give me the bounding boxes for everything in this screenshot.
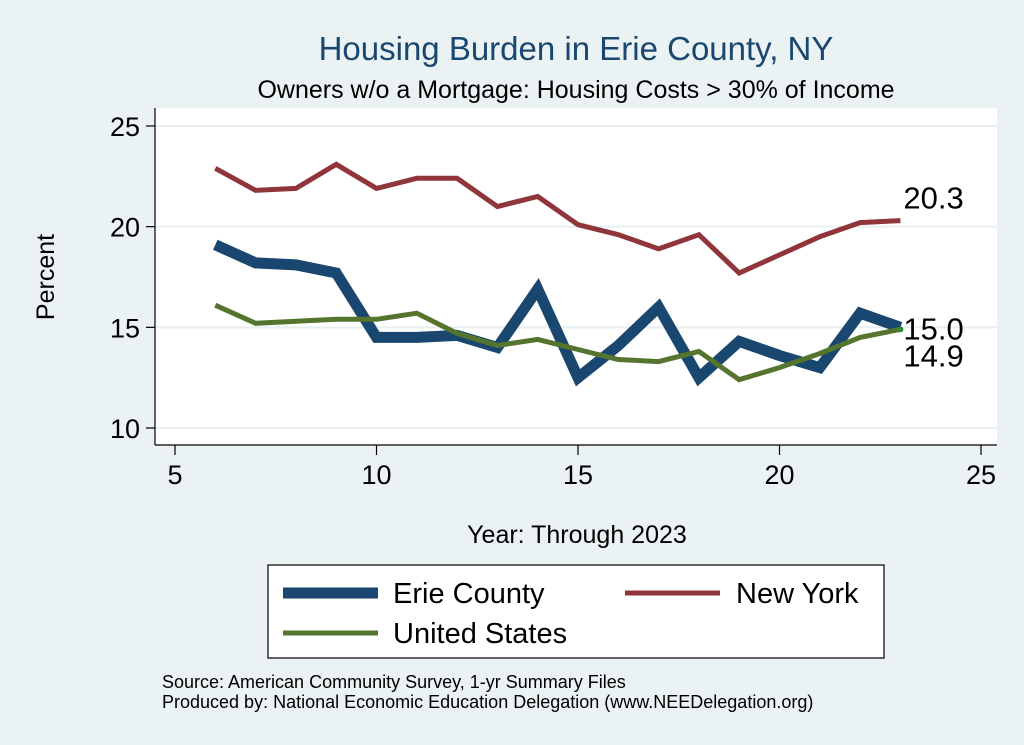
- y-tick-label: 25: [110, 112, 140, 142]
- y-tick-label: 15: [110, 313, 140, 343]
- chart-subtitle: Owners w/o a Mortgage: Housing Costs > 3…: [257, 76, 894, 104]
- x-tick-label: 20: [764, 460, 794, 490]
- end-label-erie-county: 15.0: [903, 311, 963, 346]
- end-label-united-states: 14.9: [903, 338, 963, 373]
- x-tick-label: 25: [966, 460, 996, 490]
- source-note: Source: American Community Survey, 1-yr …: [162, 672, 626, 692]
- y-tick-label: 10: [110, 414, 140, 444]
- y-tick-label: 20: [110, 213, 140, 243]
- series-line-united-states: [214, 302, 901, 383]
- series-line-new-york: [214, 161, 901, 276]
- legend-label-new-york: New York: [736, 578, 859, 610]
- x-tick-label: 15: [563, 460, 593, 490]
- y-axis-label: Percent: [32, 234, 60, 320]
- end-label-new-york: 20.3: [903, 181, 963, 216]
- series-line-erie-county: [213, 239, 903, 387]
- x-tick-label: 5: [167, 460, 182, 490]
- legend-label-united-states: United States: [393, 618, 567, 650]
- x-axis-label: Year: Through 2023: [467, 521, 687, 549]
- legend-box: [267, 564, 885, 659]
- plot-area: [155, 108, 997, 445]
- end-marker-united-states: [897, 326, 904, 333]
- legend-label-erie-county: Erie County: [393, 578, 545, 610]
- chart-title: Housing Burden in Erie County, NY: [319, 30, 834, 67]
- x-tick-label: 10: [361, 460, 391, 490]
- produced-by-note: Produced by: National Economic Education…: [162, 692, 813, 712]
